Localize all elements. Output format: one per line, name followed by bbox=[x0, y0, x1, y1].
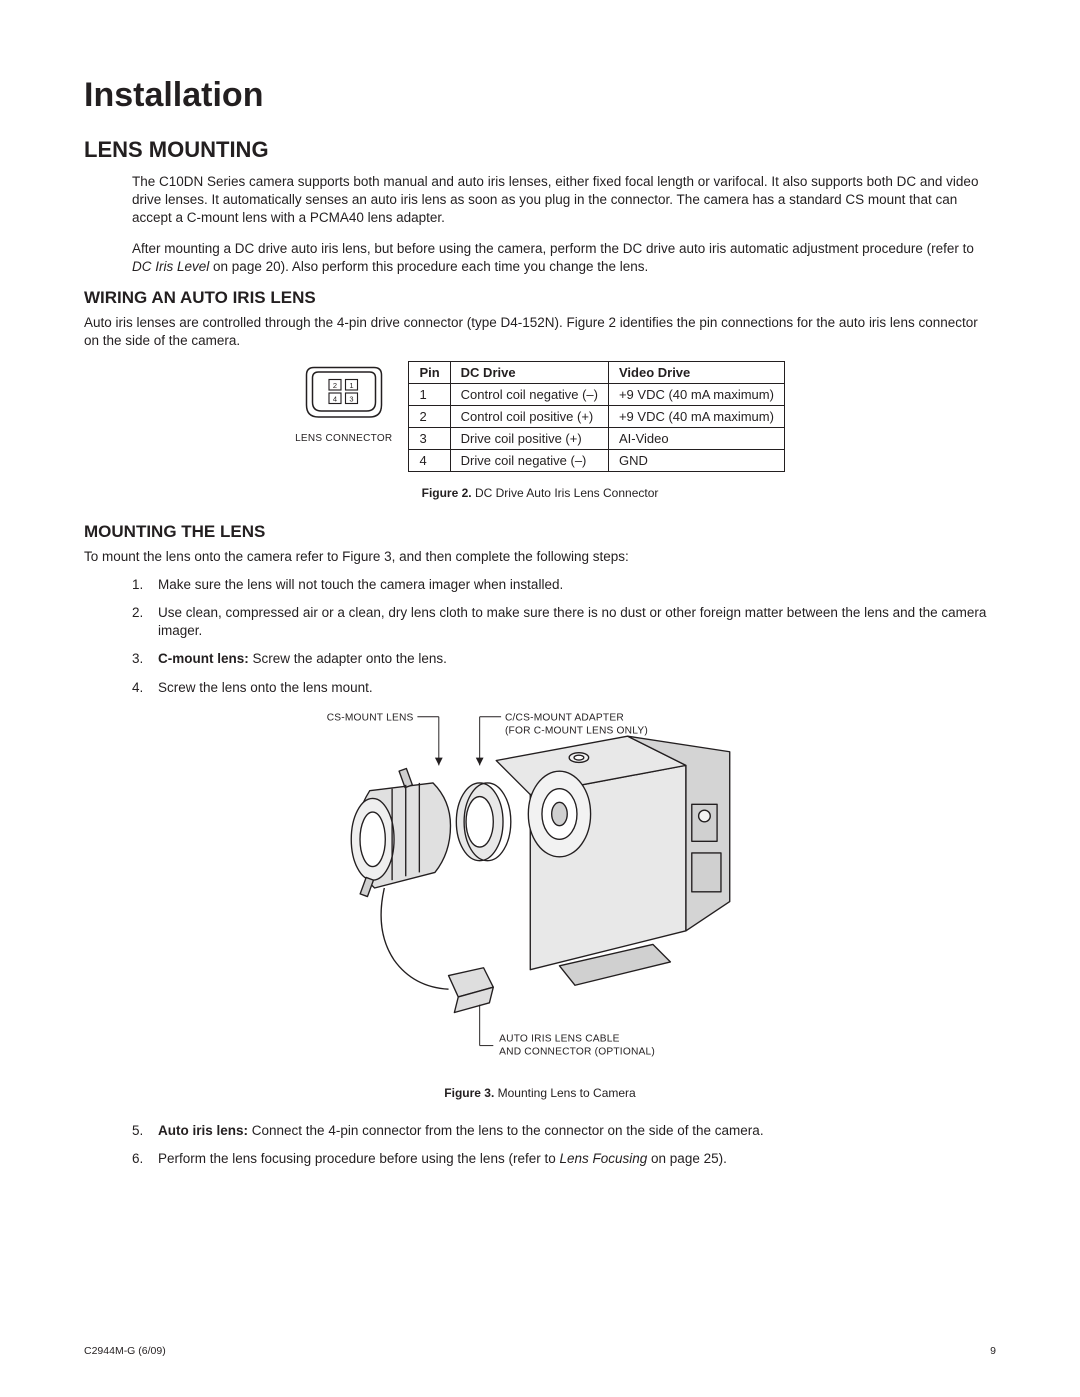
th-video: Video Drive bbox=[608, 361, 784, 383]
svg-text:AND CONNECTOR (OPTIONAL): AND CONNECTOR (OPTIONAL) bbox=[499, 1046, 655, 1057]
step-text: Perform the lens focusing procedure befo… bbox=[158, 1151, 559, 1166]
list-item: Perform the lens focusing procedure befo… bbox=[132, 1150, 996, 1168]
ref-dc-iris-level: DC Iris Level bbox=[132, 259, 209, 274]
step-text: Screw the adapter onto the lens. bbox=[249, 651, 447, 666]
list-item: C-mount lens: Screw the adapter onto the… bbox=[132, 650, 996, 668]
lens-connector-icon: 1 2 3 4 bbox=[299, 361, 389, 431]
ref-lens-focusing: Lens Focusing bbox=[559, 1151, 647, 1166]
caption-text: Mounting Lens to Camera bbox=[494, 1086, 635, 1100]
paragraph-wiring: Auto iris lenses are controlled through … bbox=[84, 314, 996, 350]
cell: 2 bbox=[409, 405, 450, 427]
text: on page 20). Also perform this procedure… bbox=[209, 259, 648, 274]
footer-doc-id: C2944M-G (6/09) bbox=[84, 1345, 166, 1357]
table-header-row: Pin DC Drive Video Drive bbox=[409, 361, 784, 383]
svg-text:1: 1 bbox=[349, 380, 353, 389]
footer-page-number: 9 bbox=[990, 1345, 996, 1357]
svg-text:(FOR C-MOUNT LENS ONLY): (FOR C-MOUNT LENS ONLY) bbox=[505, 725, 648, 736]
paragraph-mounting-intro: To mount the lens onto the camera refer … bbox=[84, 548, 996, 566]
steps-list-b: Auto iris lens: Connect the 4-pin connec… bbox=[132, 1122, 996, 1168]
paragraph-intro-1: The C10DN Series camera supports both ma… bbox=[132, 173, 996, 228]
subsection-mounting: MOUNTING THE LENS bbox=[84, 522, 996, 542]
svg-text:3: 3 bbox=[349, 394, 353, 403]
table-row: 2 Control coil positive (+) +9 VDC (40 m… bbox=[409, 405, 784, 427]
caption-text: DC Drive Auto Iris Lens Connector bbox=[472, 486, 659, 500]
steps-list-a: Make sure the lens will not touch the ca… bbox=[132, 576, 996, 697]
cell: +9 VDC (40 mA maximum) bbox=[608, 383, 784, 405]
svg-text:CS-MOUNT LENS: CS-MOUNT LENS bbox=[327, 712, 414, 723]
cell: Drive coil negative (–) bbox=[450, 449, 608, 471]
th-dc: DC Drive bbox=[450, 361, 608, 383]
pin-table: Pin DC Drive Video Drive 1 Control coil … bbox=[408, 361, 784, 472]
page-title: Installation bbox=[84, 76, 996, 115]
step-bold: Auto iris lens: bbox=[158, 1123, 248, 1138]
page-footer: C2944M-G (6/09) 9 bbox=[84, 1345, 996, 1357]
cell: 3 bbox=[409, 427, 450, 449]
paragraph-intro-2: After mounting a DC drive auto iris lens… bbox=[132, 240, 996, 276]
cell: Control coil positive (+) bbox=[450, 405, 608, 427]
camera-lens-diagram: CS-MOUNT LENS C/CS-MOUNT ADAPTER (FOR C-… bbox=[260, 707, 820, 1067]
caption-lead: Figure 3. bbox=[444, 1086, 494, 1100]
svg-text:4: 4 bbox=[333, 394, 337, 403]
list-item: Auto iris lens: Connect the 4-pin connec… bbox=[132, 1122, 996, 1140]
svg-text:2: 2 bbox=[333, 380, 337, 389]
cell: AI-Video bbox=[608, 427, 784, 449]
step-text: on page 25). bbox=[647, 1151, 727, 1166]
list-item: Screw the lens onto the lens mount. bbox=[132, 679, 996, 697]
table-row: 3 Drive coil positive (+) AI-Video bbox=[409, 427, 784, 449]
section-lens-mounting: LENS MOUNTING bbox=[84, 137, 996, 163]
step-bold: C-mount lens: bbox=[158, 651, 249, 666]
table-row: 4 Drive coil negative (–) GND bbox=[409, 449, 784, 471]
figure-2: 1 2 3 4 LENS CONNECTOR Pin DC Drive Vide… bbox=[84, 361, 996, 472]
svg-text:C/CS-MOUNT ADAPTER: C/CS-MOUNT ADAPTER bbox=[505, 712, 624, 723]
table-row: 1 Control coil negative (–) +9 VDC (40 m… bbox=[409, 383, 784, 405]
cell: 1 bbox=[409, 383, 450, 405]
cell: Drive coil positive (+) bbox=[450, 427, 608, 449]
cell: GND bbox=[608, 449, 784, 471]
subsection-wiring: WIRING AN AUTO IRIS LENS bbox=[84, 288, 996, 308]
connector-label: LENS CONNECTOR bbox=[295, 433, 392, 444]
step-text: Connect the 4-pin connector from the len… bbox=[248, 1123, 764, 1138]
connector-diagram: 1 2 3 4 LENS CONNECTOR bbox=[295, 361, 392, 444]
text: After mounting a DC drive auto iris lens… bbox=[132, 241, 974, 256]
svg-text:AUTO IRIS LENS CABLE: AUTO IRIS LENS CABLE bbox=[499, 1034, 620, 1045]
cell: 4 bbox=[409, 449, 450, 471]
caption-lead: Figure 2. bbox=[422, 486, 472, 500]
list-item: Make sure the lens will not touch the ca… bbox=[132, 576, 996, 594]
figure-2-caption: Figure 2. DC Drive Auto Iris Lens Connec… bbox=[84, 486, 996, 500]
list-item: Use clean, compressed air or a clean, dr… bbox=[132, 604, 996, 640]
cell: Control coil negative (–) bbox=[450, 383, 608, 405]
th-pin: Pin bbox=[409, 361, 450, 383]
figure-3-caption: Figure 3. Mounting Lens to Camera bbox=[84, 1086, 996, 1100]
cell: +9 VDC (40 mA maximum) bbox=[608, 405, 784, 427]
figure-3: CS-MOUNT LENS C/CS-MOUNT ADAPTER (FOR C-… bbox=[84, 707, 996, 1072]
